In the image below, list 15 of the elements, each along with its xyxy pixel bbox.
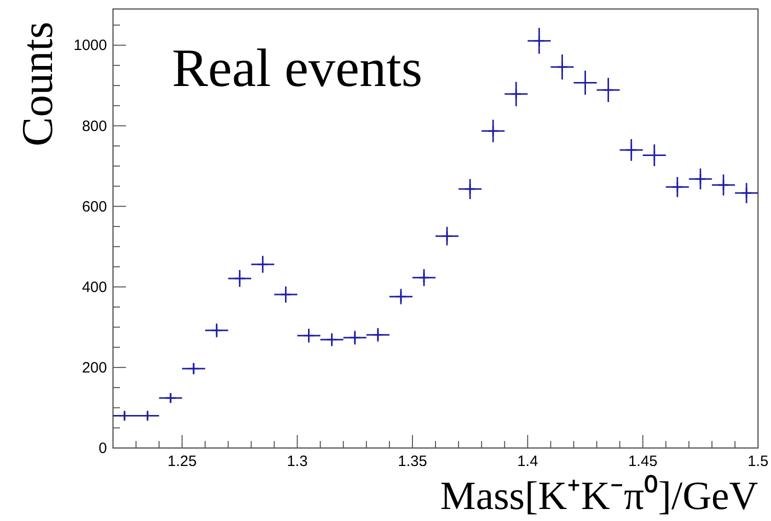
y-tick-label: 600 [82, 198, 107, 216]
x-tick-label: 1.25 [168, 453, 197, 470]
x-tick-label: 1.35 [398, 453, 428, 470]
x-tick-label: 1.5 [748, 453, 768, 470]
text: Real events [172, 38, 422, 98]
x-tick-label: 1.4 [517, 453, 538, 470]
y-tick-label: 800 [82, 118, 107, 135]
y-tick-label: 1000 [74, 37, 107, 54]
x-axis-title: Mass[K⁺K⁻π⁰]/GeV [440, 473, 758, 518]
x-tick-label: 1.3 [286, 453, 308, 470]
y-tick-label: 0 [98, 440, 107, 457]
y-axis-title: Counts [13, 22, 62, 146]
y-tick-label: 200 [82, 359, 107, 376]
x-tick-label: 1.45 [628, 453, 658, 470]
y-tick-label: 400 [82, 278, 107, 296]
